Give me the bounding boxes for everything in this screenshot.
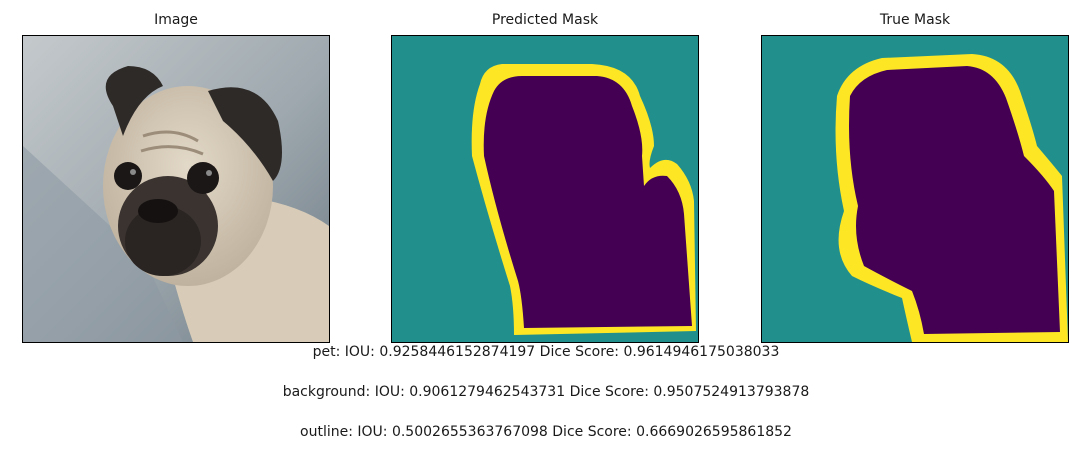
outline-metric-text: outline: IOU: 0.5002655363767098 Dice Sc…: [0, 424, 1092, 440]
predicted-mask-title: Predicted Mask: [391, 12, 699, 28]
predicted-mask-illustration: [392, 36, 698, 342]
image-panel-title: Image: [22, 12, 330, 28]
pug-photo: [22, 35, 330, 343]
true-mask: [761, 35, 1069, 343]
pug-photo-illustration: [23, 36, 329, 342]
background-metric-text: background: IOU: 0.9061279462543731 Dice…: [0, 384, 1092, 400]
predicted-mask: [391, 35, 699, 343]
true-mask-illustration: [762, 36, 1068, 342]
true-mask-title: True Mask: [761, 12, 1069, 28]
pet-metric-text: pet: IOU: 0.9258446152874197 Dice Score:…: [0, 344, 1092, 360]
